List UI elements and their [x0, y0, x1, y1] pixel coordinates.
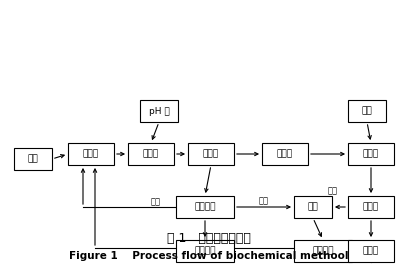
Text: 好氧池: 好氧池: [363, 150, 379, 158]
Bar: [188, 143, 234, 165]
Text: 曝气: 曝气: [362, 106, 372, 116]
Text: 污泥压滤: 污泥压滤: [312, 247, 334, 255]
Text: 沉降池: 沉降池: [363, 203, 379, 211]
Bar: [176, 196, 234, 218]
Text: 进水: 进水: [28, 154, 38, 163]
Text: 清水: 清水: [259, 196, 269, 206]
Bar: [14, 148, 52, 170]
Text: 清水: 清水: [151, 198, 161, 207]
Text: pH 计: pH 计: [149, 106, 169, 116]
Bar: [140, 100, 178, 122]
Bar: [262, 143, 308, 165]
Text: 图 1   生化法工艺流程: 图 1 生化法工艺流程: [167, 232, 251, 244]
Text: 清水池: 清水池: [363, 247, 379, 255]
Bar: [348, 143, 394, 165]
Bar: [348, 100, 386, 122]
Text: 物化池: 物化池: [143, 150, 159, 158]
Text: Figure 1    Process flow of biochemical methool: Figure 1 Process flow of biochemical met…: [69, 251, 349, 261]
Bar: [348, 196, 394, 218]
Bar: [294, 196, 332, 218]
Bar: [348, 240, 394, 262]
Text: 泥水分离: 泥水分离: [194, 203, 216, 211]
Text: 污泥: 污泥: [328, 187, 338, 195]
Bar: [176, 240, 234, 262]
Text: 污泥压滤: 污泥压滤: [194, 247, 216, 255]
Text: 收集池: 收集池: [83, 150, 99, 158]
Bar: [68, 143, 114, 165]
Text: 沉降池: 沉降池: [203, 150, 219, 158]
Bar: [294, 240, 352, 262]
Bar: [128, 143, 174, 165]
Text: 脱水: 脱水: [308, 203, 319, 211]
Text: 厌氧池: 厌氧池: [277, 150, 293, 158]
